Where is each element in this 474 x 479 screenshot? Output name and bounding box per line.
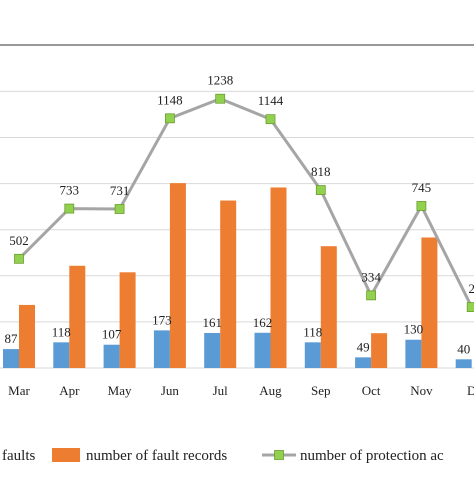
label-protection-jul: 1238 [207, 73, 233, 88]
label-faults-jun: 173 [152, 312, 172, 327]
marker-protection-mar [14, 253, 24, 264]
bar-faults-mar [3, 349, 19, 368]
label-protection-may: 731 [110, 183, 130, 198]
marker-protection-jul [215, 93, 226, 104]
legend-label-fault-records: number of fault records [86, 448, 227, 464]
legend-marker-protection [274, 450, 284, 460]
bar-fault-records-apr [69, 265, 86, 368]
bar-faults-apr [53, 342, 70, 368]
legend-label-protection-actions: number of protection ac [300, 448, 444, 464]
marker-protection-apr [64, 203, 75, 214]
bar-fault-records-aug [270, 187, 287, 368]
x-tick-label-oct: Oct [362, 383, 381, 398]
label-faults-aug: 162 [253, 315, 273, 330]
x-tick-label-mar: Mar [8, 383, 30, 398]
bar-faults-nov [405, 339, 422, 368]
x-tick-label-jun: Jun [161, 383, 180, 398]
label-faults-mar: 87 [5, 331, 19, 346]
label-faults-sep: 118 [303, 324, 322, 339]
label-faults-dec: 40 [457, 341, 470, 356]
bar-fault-records-mar [19, 304, 35, 368]
label-protection-apr: 733 [60, 183, 80, 198]
legend-label-faults: faults [2, 448, 35, 464]
bar-fault-records-oct [371, 333, 388, 368]
label-faults-oct: 49 [357, 339, 370, 354]
bar-faults-jun [153, 330, 170, 368]
label-faults-apr: 118 [52, 324, 71, 339]
label-faults-jul: 161 [202, 315, 222, 330]
bar-fault-records-jun [169, 183, 186, 368]
bar-fault-records-sep [320, 246, 337, 368]
marker-protection-aug [265, 114, 276, 125]
label-protection-mar: 502 [9, 233, 29, 248]
bar-fault-records-may [119, 272, 136, 368]
label-protection-aug: 1144 [258, 93, 284, 108]
bar-faults-may [103, 344, 120, 368]
x-tick-label-may: May [108, 383, 132, 398]
bar-fault-records-nov [421, 237, 438, 368]
x-tick-label-apr: Apr [59, 383, 80, 398]
marker-protection-oct [366, 290, 377, 301]
label-faults-nov: 130 [404, 322, 424, 337]
x-tick-label-dec: D [467, 383, 474, 398]
line-protection-actions [17, 97, 474, 308]
marker-protection-jun [164, 113, 175, 124]
x-tick-label-sep: Sep [311, 383, 331, 398]
bar-fault-records-jul [220, 200, 237, 368]
marker-protection-may [114, 204, 125, 214]
label-protection-oct: 334 [361, 269, 381, 284]
bar-faults-jul [204, 332, 221, 368]
legend-swatch-fault-records [52, 448, 80, 462]
marker-protection-sep [315, 185, 326, 195]
bar-faults-oct [355, 357, 372, 368]
x-tick-label-jul: Jul [213, 383, 229, 398]
label-protection-nov: 745 [412, 180, 432, 195]
bar-faults-dec [455, 359, 472, 368]
label-protection-dec: 2 [468, 281, 474, 296]
label-faults-may: 107 [102, 327, 122, 342]
bar-faults-aug [254, 332, 271, 368]
marker-protection-dec [466, 302, 474, 313]
label-protection-jun: 1148 [157, 92, 183, 107]
x-tick-label-aug: Aug [259, 383, 282, 398]
x-tick-label-nov: Nov [410, 383, 433, 398]
marker-protection-nov [416, 201, 427, 211]
label-protection-sep: 818 [311, 164, 331, 179]
bar-faults-sep [304, 342, 321, 368]
